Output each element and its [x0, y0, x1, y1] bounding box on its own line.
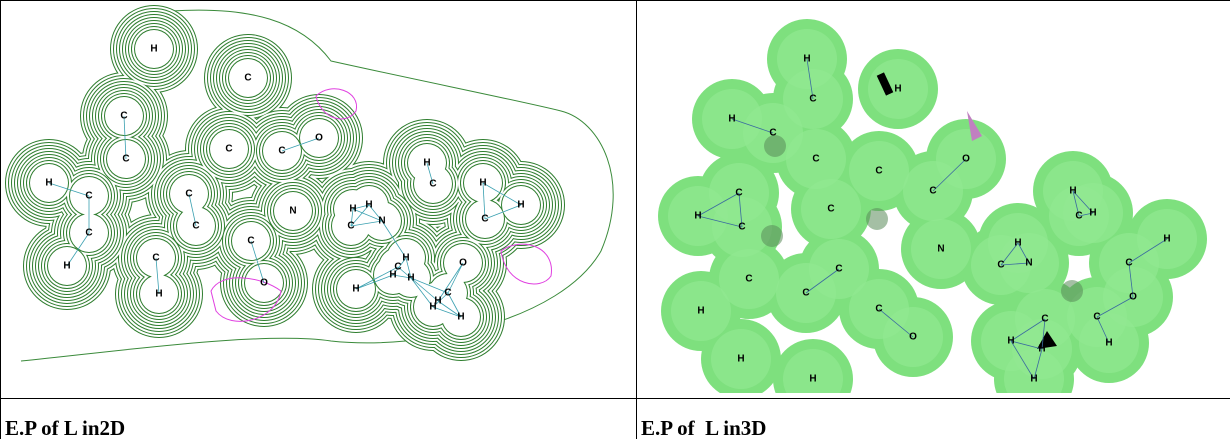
atom-label: C: [481, 214, 488, 225]
atom-label: C: [875, 166, 882, 177]
atom-label: H: [63, 261, 70, 272]
atom-label: C: [812, 154, 819, 165]
atom-label: H: [479, 178, 486, 189]
atom-label: H: [423, 158, 430, 169]
hole: [866, 208, 888, 230]
atom-label: C: [244, 73, 251, 84]
atom-label: H: [1069, 186, 1076, 197]
atom-label: H: [1014, 238, 1021, 249]
atom-label: H: [809, 374, 816, 385]
atom-label: C: [247, 236, 254, 247]
atom-label: H: [352, 284, 359, 295]
atom-label: C: [827, 204, 834, 215]
hole: [761, 225, 783, 247]
atom-label: C: [1093, 312, 1100, 323]
atom-label: C: [1075, 211, 1082, 222]
atom-label: C: [1041, 314, 1048, 325]
atom-label: H: [694, 211, 701, 222]
atom-label: N: [378, 216, 385, 227]
atom-label: O: [459, 258, 467, 269]
figure-table: HCCCOCCHCCNHHCNHCHCHCCCCHOHCHHHOHCHHH HH…: [0, 0, 1230, 439]
atom-label: H: [457, 312, 464, 323]
atom-label: H: [402, 253, 409, 264]
atom-label: H: [1089, 208, 1096, 219]
atom-label: C: [278, 146, 285, 157]
atom-label: C: [835, 264, 842, 275]
atom-label: H: [728, 114, 735, 125]
atom-label: O: [909, 332, 917, 343]
atom-label: H: [737, 354, 744, 365]
atom-label: H: [389, 270, 396, 281]
atom-label: C: [192, 221, 199, 232]
atom-label: H: [1007, 336, 1014, 347]
atom-label: C: [809, 94, 816, 105]
atom-label: C: [769, 128, 776, 139]
caption: E.P of L in2D: [1, 399, 637, 439]
atom-label: H: [1105, 338, 1112, 349]
caption: E.P of L in3D: [637, 399, 1230, 439]
atom-label: C: [802, 288, 809, 299]
atom-label: C: [1125, 258, 1132, 269]
atom-label: C: [429, 179, 436, 190]
atom-label: H: [349, 204, 356, 215]
atom-label: H: [45, 178, 52, 189]
atom-label: C: [85, 228, 92, 239]
atom-label: H: [429, 302, 436, 313]
atom-label: C: [152, 253, 159, 264]
atom-label: H: [150, 44, 157, 55]
atom-label: O: [260, 278, 268, 289]
atom-label: C: [745, 274, 752, 285]
atom-label: C: [120, 111, 127, 122]
atom-label: C: [997, 260, 1004, 271]
atom-label: C: [347, 221, 354, 232]
atom-label: C: [735, 188, 742, 199]
atom-label: H: [1030, 374, 1037, 385]
atom-label: H: [1163, 234, 1170, 245]
surface: [5, 5, 613, 361]
atom-label: C: [85, 191, 92, 202]
atom-label: H: [697, 306, 704, 317]
atom-label: C: [929, 186, 936, 197]
atom-label: C: [875, 304, 882, 315]
atom-label: O: [962, 154, 970, 165]
atom-label: C: [185, 189, 192, 200]
atom-label: H: [365, 200, 372, 211]
atom-label: C: [444, 288, 451, 299]
atom-label: N: [289, 206, 296, 217]
atom-label: H: [407, 273, 414, 284]
atom-label: H: [1038, 344, 1045, 355]
atom-label: O: [315, 133, 323, 144]
atom-label: C: [225, 144, 232, 155]
atom-label: H: [517, 200, 524, 211]
atom-label: H: [155, 289, 162, 300]
atom-label: H: [894, 84, 901, 95]
page: HCCCOCCHCCNHHCNHCHCHCCCCHOHCHHHOHCHHH HH…: [0, 0, 1230, 439]
hole: [1061, 280, 1083, 302]
image-cell: HHCHCCOCCCCHHHCHCNCNCHOCCCHCOHCHHCHHH: [637, 1, 1230, 399]
atom-label: H: [803, 54, 810, 65]
atom-label: C: [738, 222, 745, 233]
atom-label: O: [1129, 292, 1137, 303]
atom-label: C: [122, 154, 129, 165]
atom-label: N: [937, 244, 944, 255]
atom-label: N: [1025, 258, 1032, 269]
